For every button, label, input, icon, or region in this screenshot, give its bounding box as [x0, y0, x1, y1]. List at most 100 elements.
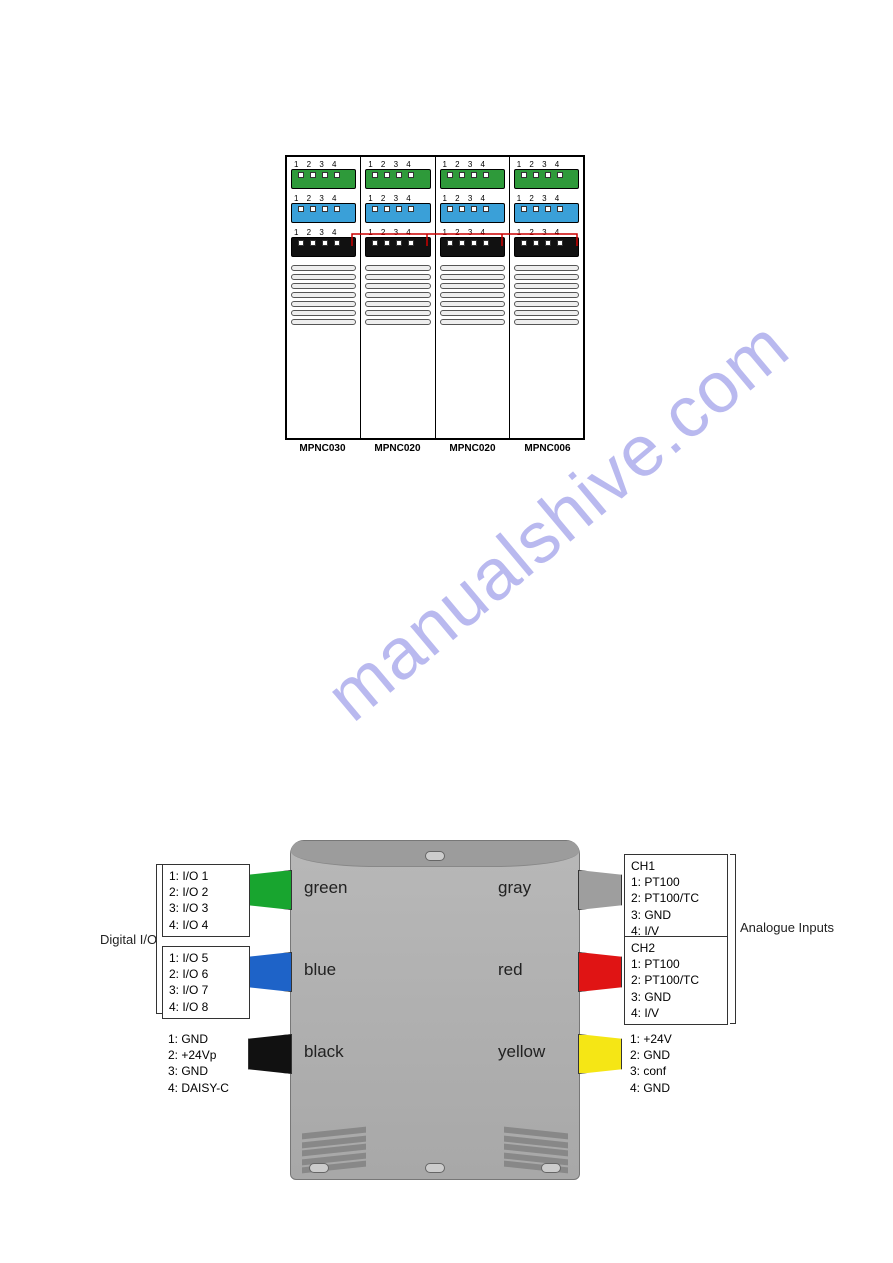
- pin-line: 1: PT100: [631, 874, 721, 890]
- terminal-numbers: 1 2 3 4: [291, 228, 356, 237]
- mount-hole-bc: [425, 1163, 445, 1173]
- module-label: MPNC020: [360, 443, 435, 454]
- pin-line: 2: PT100/TC: [631, 972, 721, 988]
- terminal-numbers: 1 2 3 4: [365, 194, 430, 203]
- terminal-slot: 1 2 3 4: [436, 157, 509, 191]
- module-rack: 1 2 3 41 2 3 41 2 3 41 2 3 41 2 3 41 2 3…: [285, 155, 585, 440]
- pin-list-box: 1: +24V2: GND3: conf4: GND: [624, 1028, 728, 1099]
- connector-tab-gray: [578, 870, 622, 910]
- terminal-block: [291, 203, 356, 223]
- pin-list-box: 1: GND2: +24Vp3: GND4: DAISY-C: [162, 1028, 250, 1099]
- terminal-slot: 1 2 3 4: [287, 191, 360, 225]
- rack-module-labels: MPNC030MPNC020MPNC020MPNC006: [285, 443, 585, 454]
- pin-line: 4: I/O 8: [169, 999, 243, 1015]
- connector-tab-yellow: [578, 1034, 622, 1074]
- connector-tab-blue: [248, 952, 292, 992]
- pin-line: 2: I/O 6: [169, 966, 243, 982]
- terminal-block: [440, 237, 505, 257]
- pin-list-box: 1: I/O 52: I/O 63: I/O 74: I/O 8: [162, 946, 250, 1019]
- connector-tab-black: [248, 1034, 292, 1074]
- pin-list-box: CH21: PT1002: PT100/TC3: GND4: I/V: [624, 936, 728, 1025]
- terminal-slot: 1 2 3 4: [436, 225, 509, 259]
- pin-line: 3: conf: [630, 1063, 722, 1079]
- terminal-numbers: 1 2 3 4: [514, 228, 579, 237]
- terminal-slot: 1 2 3 4: [510, 191, 583, 225]
- pin-line: 4: I/O 4: [169, 917, 243, 933]
- pin-line: 1: I/O 1: [169, 868, 243, 884]
- module-label: MPNC020: [435, 443, 510, 454]
- connector-color-label: red: [498, 960, 523, 980]
- channel-header: CH2: [631, 940, 721, 956]
- pin-line: 3: GND: [631, 907, 721, 923]
- terminal-block: [365, 237, 430, 257]
- pin-line: 4: I/V: [631, 1005, 721, 1021]
- terminal-block: [514, 169, 579, 189]
- module-vents: [510, 259, 583, 438]
- terminal-slot: 1 2 3 4: [510, 225, 583, 259]
- pin-line: 3: I/O 7: [169, 982, 243, 998]
- terminal-slot: 1 2 3 4: [510, 157, 583, 191]
- terminal-numbers: 1 2 3 4: [365, 160, 430, 169]
- terminal-block: [440, 203, 505, 223]
- mount-hole-top: [425, 851, 445, 861]
- terminal-numbers: 1 2 3 4: [365, 228, 430, 237]
- mount-hole-bl: [309, 1163, 329, 1173]
- module-vents: [287, 259, 360, 438]
- terminal-numbers: 1 2 3 4: [291, 160, 356, 169]
- module-vents: [436, 259, 509, 438]
- right-side-label: Analogue Inputs: [740, 920, 834, 935]
- rack-module: 1 2 3 4 1 2 3 4 1 2 3 4: [436, 157, 510, 438]
- connector-color-label: gray: [498, 878, 531, 898]
- channel-header: CH1: [631, 858, 721, 874]
- terminal-slot: 1 2 3 4: [361, 191, 434, 225]
- terminal-block: [291, 169, 356, 189]
- terminal-slot: 1 2 3 4: [361, 157, 434, 191]
- terminal-numbers: 1 2 3 4: [440, 194, 505, 203]
- terminal-block: [440, 169, 505, 189]
- terminal-block: [514, 237, 579, 257]
- pin-line: 2: GND: [630, 1047, 722, 1063]
- page: manualshive.com 1 2 3 41 2 3 41 2 3 41 2…: [0, 0, 893, 1263]
- pin-line: 2: PT100/TC: [631, 890, 721, 906]
- connector-tab-green: [248, 870, 292, 910]
- terminal-slot: 1 2 3 4: [287, 225, 360, 259]
- module-vents: [361, 259, 434, 438]
- terminal-numbers: 1 2 3 4: [514, 194, 579, 203]
- terminal-numbers: 1 2 3 4: [440, 228, 505, 237]
- terminal-block: [514, 203, 579, 223]
- terminal-block: [365, 203, 430, 223]
- terminal-slot: 1 2 3 4: [287, 157, 360, 191]
- pin-line: 3: I/O 3: [169, 900, 243, 916]
- terminal-numbers: 1 2 3 4: [440, 160, 505, 169]
- terminal-slot: 1 2 3 4: [436, 191, 509, 225]
- pin-line: 1: GND: [168, 1031, 244, 1047]
- device-diagram: green 1: I/O 12: I/O 23: I/O 34: I/O 4 blu…: [0, 820, 893, 1220]
- pin-line: 4: GND: [630, 1080, 722, 1096]
- pin-line: 1: PT100: [631, 956, 721, 972]
- terminal-block: [365, 169, 430, 189]
- terminal-slot: 1 2 3 4: [361, 225, 434, 259]
- right-group-bracket: [730, 854, 736, 1024]
- pin-line: 3: GND: [631, 989, 721, 1005]
- connector-color-label: black: [304, 1042, 344, 1062]
- pin-line: 2: +24Vp: [168, 1047, 244, 1063]
- terminal-numbers: 1 2 3 4: [291, 194, 356, 203]
- pin-line: 1: I/O 5: [169, 950, 243, 966]
- connector-color-label: yellow: [498, 1042, 545, 1062]
- connector-color-label: green: [304, 878, 347, 898]
- left-group-bracket: [156, 864, 162, 1014]
- left-side-label: Digital I/O: [100, 932, 157, 947]
- pin-line: 4: DAISY-C: [168, 1080, 244, 1096]
- connector-color-label: blue: [304, 960, 336, 980]
- terminal-block: [291, 237, 356, 257]
- module-label: MPNC006: [510, 443, 585, 454]
- terminal-numbers: 1 2 3 4: [514, 160, 579, 169]
- pin-list-box: 1: I/O 12: I/O 23: I/O 34: I/O 4: [162, 864, 250, 937]
- connector-tab-red: [578, 952, 622, 992]
- rack-module: 1 2 3 4 1 2 3 4 1 2 3 4: [287, 157, 361, 438]
- rack-module: 1 2 3 4 1 2 3 4 1 2 3 4: [510, 157, 583, 438]
- mount-hole-br: [541, 1163, 561, 1173]
- rack-module: 1 2 3 4 1 2 3 4 1 2 3 4: [361, 157, 435, 438]
- pin-list-box: CH11: PT1002: PT100/TC3: GND4: I/V: [624, 854, 728, 943]
- pin-line: 2: I/O 2: [169, 884, 243, 900]
